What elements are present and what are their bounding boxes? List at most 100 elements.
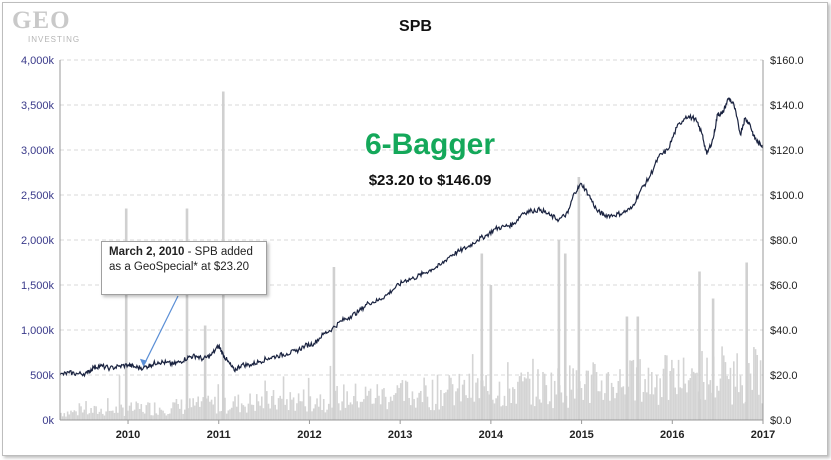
volume-bar [182, 413, 184, 420]
volume-bar [515, 403, 518, 420]
volume-bar [471, 354, 474, 420]
volume-bar [609, 400, 611, 420]
volume-bar [343, 384, 345, 420]
volume-bar [709, 380, 712, 420]
volume-bar [115, 406, 117, 420]
volume-bar [604, 393, 606, 420]
volume-bar [192, 398, 194, 420]
volume-bar [219, 411, 221, 420]
volume-bar [194, 405, 196, 420]
volume-bar [456, 388, 459, 420]
volume-bar [739, 375, 742, 420]
volume-bar [331, 407, 333, 420]
volume-bar [518, 376, 521, 420]
volume-bar [548, 401, 551, 420]
volume-bar [589, 402, 591, 420]
volume-bar [761, 403, 764, 420]
x-tick-label: 2016 [660, 429, 684, 441]
volume-bar [517, 381, 519, 420]
volume-bar [316, 398, 318, 420]
volume-bar [225, 413, 228, 420]
volume-bar [575, 370, 578, 420]
volume-bar [60, 412, 62, 420]
volume-bar [522, 381, 524, 420]
volume-bar [525, 378, 528, 420]
volume-bar [681, 388, 683, 420]
volume-bar [497, 395, 499, 420]
volume-bar [356, 401, 359, 420]
volume-bar [363, 399, 365, 420]
volume-bar [689, 377, 692, 420]
volume-bar [336, 386, 338, 420]
volume-spike-bar [489, 285, 493, 420]
volume-bar [349, 402, 352, 420]
volume-bar [440, 389, 442, 420]
volume-bar [250, 404, 253, 420]
volume-bar [312, 408, 315, 420]
volume-bar [63, 413, 66, 420]
volume-bar [632, 359, 635, 420]
volume-bar [714, 397, 717, 420]
x-tick-label: 2011 [207, 429, 231, 441]
volume-bar [348, 404, 350, 420]
volume-bar [428, 407, 430, 420]
volume-bar [190, 407, 193, 420]
volume-bar [68, 414, 71, 420]
volume-bar [738, 392, 740, 420]
volume-bar [664, 355, 666, 420]
volume-bar [679, 387, 682, 420]
volume-bar [706, 357, 708, 420]
volume-bar [537, 369, 539, 420]
volume-bar [448, 375, 451, 420]
volume-bar [71, 412, 74, 420]
volume-bar [78, 403, 81, 420]
volume-bar [90, 407, 92, 420]
x-tick-label: 2015 [569, 429, 593, 441]
volume-bar [470, 397, 472, 420]
volume-bar [145, 405, 148, 420]
volume-bar [686, 392, 688, 420]
volume-bar [649, 394, 651, 420]
volume-bar [475, 382, 477, 420]
volume-bar [260, 396, 263, 420]
y-right-tick-label: $100.0 [770, 190, 804, 202]
volume-bar [552, 408, 554, 420]
volume-bar [279, 395, 282, 420]
volume-bar [157, 414, 159, 420]
volume-bar [374, 397, 377, 420]
volume-bar [426, 396, 429, 420]
volume-bar [622, 386, 625, 420]
volume-bar [110, 410, 112, 420]
volume-bar [532, 358, 534, 420]
volume-bar [75, 411, 77, 420]
y-left-tick-label: 0k [42, 415, 54, 427]
volume-bar [580, 387, 583, 420]
volume-bar [306, 411, 308, 420]
volume-bar [123, 415, 126, 420]
volume-bar [88, 413, 91, 420]
volume-bar [478, 398, 481, 420]
volume-bar [220, 410, 223, 420]
volume-bar [103, 415, 106, 420]
volume-bar [86, 414, 89, 420]
y-right-tick-label: $60.0 [770, 280, 798, 292]
volume-bar [262, 408, 265, 420]
y-left-tick-label: 3,500k [21, 100, 55, 112]
volume-bar [229, 409, 231, 420]
volume-bar [100, 408, 102, 420]
volume-bar [368, 390, 370, 420]
volume-bar [493, 403, 496, 420]
y-right-tick-label: $0.0 [770, 415, 791, 427]
subhead-annotation: $23.20 to $146.09 [368, 172, 492, 189]
volume-bar [378, 395, 380, 420]
volume-bar [143, 413, 146, 420]
volume-bar [505, 405, 507, 420]
volume-bar [696, 372, 698, 420]
volume-bar [91, 412, 94, 420]
volume-bar [383, 388, 385, 420]
volume-bar [584, 384, 586, 420]
volume-bar [441, 405, 444, 420]
headline-annotation: 6-Bagger [364, 128, 496, 161]
x-tick-label: 2012 [297, 429, 321, 441]
volume-bar [727, 379, 730, 420]
